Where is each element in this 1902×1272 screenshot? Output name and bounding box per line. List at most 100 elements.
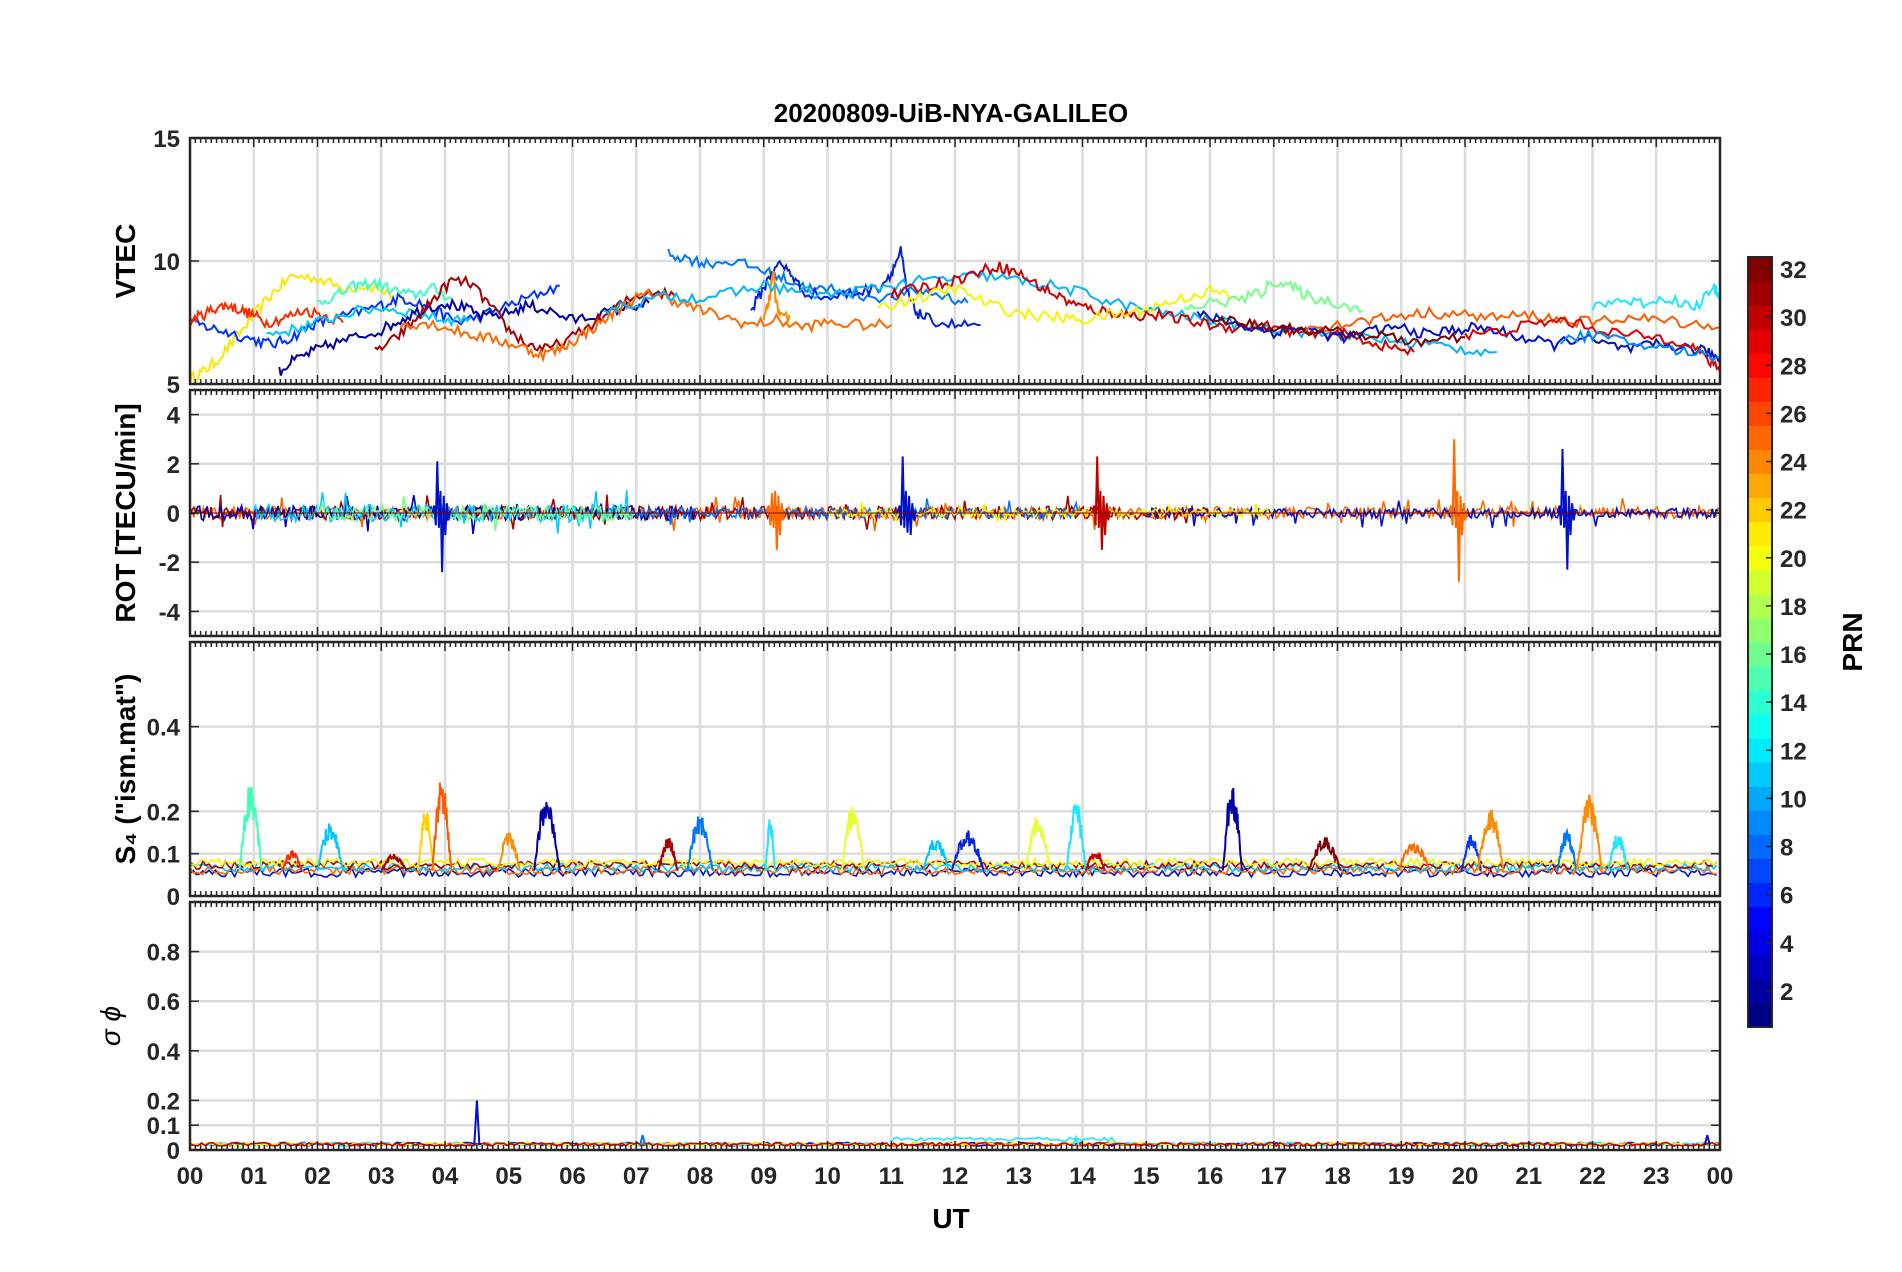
y-tick-label: 0 bbox=[167, 884, 180, 911]
colorbar-label: PRN bbox=[1837, 612, 1868, 671]
colorbar-tick-label: 16 bbox=[1780, 642, 1807, 669]
s4-burst-6 bbox=[431, 782, 453, 871]
vtec-series-prn-8 bbox=[667, 248, 969, 306]
vtec-series-prn-25 bbox=[399, 288, 892, 364]
colorbar-segment bbox=[1748, 1002, 1772, 1028]
s4-burst-4 bbox=[380, 853, 408, 872]
colorbar-tick-label: 24 bbox=[1780, 450, 1807, 477]
rot-spike-5 bbox=[1556, 448, 1577, 570]
s4-burst-16 bbox=[1065, 803, 1087, 871]
x-tick-label: 13 bbox=[1005, 1163, 1032, 1190]
colorbar-segment bbox=[1748, 906, 1772, 932]
s4-burst-1 bbox=[238, 787, 263, 871]
vtec-series-prn-3 bbox=[750, 246, 981, 329]
colorbar-tick-label: 2 bbox=[1780, 979, 1793, 1006]
s4-burst-22 bbox=[1476, 809, 1505, 871]
s4-burst-19 bbox=[1307, 837, 1342, 871]
sigma-spike-3 bbox=[1072, 1134, 1080, 1146]
rot-spike-1 bbox=[431, 461, 452, 573]
panel-ticks bbox=[189, 137, 1721, 385]
x-tick-label: 17 bbox=[1260, 1163, 1287, 1190]
colorbar-tick-label: 32 bbox=[1780, 257, 1807, 284]
panel-ticks bbox=[189, 642, 1721, 897]
y-axis-label: ROT [TECU/min] bbox=[110, 403, 141, 622]
vtec-series-prn-30 bbox=[890, 261, 1415, 356]
colorbar-tick-label: 14 bbox=[1780, 690, 1807, 717]
plot-area bbox=[190, 439, 1720, 582]
vtec-series-prn-14 bbox=[317, 276, 452, 306]
y-tick-label: 15 bbox=[153, 126, 180, 153]
vtec-series-prn-26 bbox=[1304, 305, 1720, 333]
s4-burst-18 bbox=[1221, 787, 1243, 871]
x-tick-label: 22 bbox=[1579, 1163, 1606, 1190]
grid bbox=[190, 138, 1720, 384]
s4-burst-2 bbox=[281, 850, 303, 871]
colorbar-segment bbox=[1748, 569, 1772, 595]
colorbar-segment bbox=[1748, 473, 1772, 499]
x-tick-label: 00 bbox=[1707, 1163, 1734, 1190]
y-axis-label: S₄ ("ism.mat") bbox=[110, 674, 141, 865]
s4-burst-12 bbox=[840, 806, 866, 871]
x-tick-label: 16 bbox=[1197, 1163, 1224, 1190]
colorbar-segment bbox=[1748, 954, 1772, 980]
grid bbox=[190, 902, 1720, 1150]
colorbar-tick-label: 22 bbox=[1780, 498, 1807, 525]
y-tick-label: 0 bbox=[167, 501, 180, 528]
colorbar-tick-label: 18 bbox=[1780, 594, 1807, 621]
vtec-series-prn-5 bbox=[190, 284, 560, 350]
rot-spike-4 bbox=[1448, 439, 1468, 582]
y-tick-label: 0.4 bbox=[147, 1039, 181, 1066]
colorbar-tick-label: 20 bbox=[1780, 546, 1807, 573]
x-tick-label: 01 bbox=[240, 1163, 267, 1190]
y-tick-label: 10 bbox=[153, 249, 180, 276]
y-axis-label: VTEC bbox=[110, 224, 141, 299]
panel-3: 0 0.1 0.2 0.4S₄ ("ism.mat") bbox=[110, 640, 1722, 911]
s4-burst-10 bbox=[686, 816, 714, 871]
vtec-series-prn-9 bbox=[1559, 328, 1720, 363]
vtec-series-prn-2 bbox=[278, 297, 650, 376]
x-axis: 00 01 02 03 04 05 06 07 08 09 10 11 12 13 14 15 16 17 18 19… bbox=[177, 1163, 1734, 1190]
colorbar-tick-label: 4 bbox=[1780, 931, 1794, 958]
vtec-series-prn-20 bbox=[190, 272, 395, 384]
x-tick-label: 00 bbox=[177, 1163, 204, 1190]
x-tick-label: 11 bbox=[879, 1163, 904, 1190]
y-tick-label: 0.1 bbox=[147, 1113, 180, 1140]
s4-burst-7 bbox=[496, 832, 521, 871]
s4-burst-15 bbox=[1024, 817, 1052, 871]
x-tick-label: 03 bbox=[368, 1163, 395, 1190]
vtec-series-prn-28 bbox=[190, 301, 344, 330]
vtec-series-prn-13 bbox=[1591, 283, 1720, 312]
sigma-spike-4 bbox=[1703, 1134, 1711, 1146]
y-tick-label: 0.2 bbox=[147, 799, 180, 826]
s4-burst-25 bbox=[1607, 835, 1629, 871]
y-tick-label: 2 bbox=[167, 452, 180, 479]
x-tick-label: 04 bbox=[432, 1163, 459, 1190]
colorbar-segment bbox=[1748, 617, 1772, 643]
colorbar-segment bbox=[1748, 425, 1772, 450]
y-tick-label: 0.6 bbox=[147, 989, 180, 1016]
plot-area bbox=[190, 782, 1718, 879]
colorbar-segment bbox=[1748, 762, 1772, 787]
s4-burst-3 bbox=[316, 823, 344, 871]
rot-series-prn-15 bbox=[316, 496, 636, 532]
panel-1: 5 10 15 VTEC bbox=[110, 126, 1722, 399]
y-tick-label: 0.2 bbox=[147, 1088, 180, 1115]
colorbar-segment bbox=[1748, 714, 1772, 739]
x-tick-label: 15 bbox=[1133, 1163, 1160, 1190]
colorbar-tick-label: 30 bbox=[1780, 305, 1807, 332]
s4-burst-17 bbox=[1084, 851, 1106, 871]
y-tick-label: 0.8 bbox=[147, 940, 180, 967]
panel-ticks bbox=[189, 902, 1721, 1151]
colorbar-tick-label: 10 bbox=[1780, 786, 1807, 813]
x-tick-label: 05 bbox=[495, 1163, 522, 1190]
x-tick-label: 21 bbox=[1515, 1163, 1542, 1190]
rot-spike-2 bbox=[896, 456, 917, 536]
colorbar-segment bbox=[1748, 666, 1772, 691]
vtec-series-prn-23 bbox=[762, 270, 791, 326]
y-tick-label: 5 bbox=[167, 372, 180, 399]
y-tick-label: 0 bbox=[167, 1138, 180, 1165]
s4-baseline-5 bbox=[190, 856, 1718, 869]
rot-spike-3 bbox=[1091, 456, 1111, 550]
